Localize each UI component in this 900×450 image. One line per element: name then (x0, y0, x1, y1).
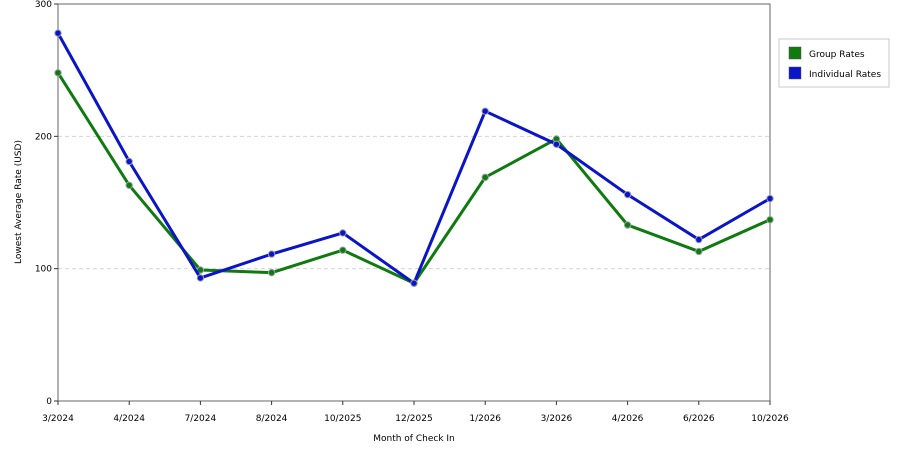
legend-swatch (788, 46, 802, 60)
x-tick-label: 7/2024 (185, 414, 217, 424)
data-point (196, 274, 205, 282)
data-point (267, 250, 276, 258)
data-point (552, 140, 561, 148)
data-point (125, 157, 133, 166)
data-point (695, 247, 703, 256)
series-group-rates (54, 69, 774, 287)
x-tick-label: 3/2024 (42, 414, 74, 424)
x-tick-label: 3/2026 (541, 414, 573, 424)
gridlines (58, 135, 770, 270)
y-tick-label: 100 (35, 265, 52, 275)
axes: 0 100 200 300 3/2024 4/2024 7/2024 8/2024 10/202… (35, 0, 789, 424)
data-point (623, 221, 632, 229)
y-tick-label: 0 (46, 397, 52, 407)
y-tick-label: 300 (35, 0, 52, 10)
data-point (267, 268, 276, 277)
x-tick-label: 8/2024 (256, 414, 288, 424)
data-point (125, 181, 133, 189)
data-point (54, 69, 62, 77)
legend-label: Group Rates (809, 50, 865, 60)
x-tick-label: 10/2025 (324, 414, 361, 424)
legend: Group Rates Individual Rates (778, 38, 890, 88)
series-line (56, 71, 772, 285)
data-point (410, 279, 418, 287)
data-point (339, 229, 347, 237)
x-tick-label: 12/2025 (395, 414, 432, 424)
x-tick-label: 10/2026 (751, 414, 789, 424)
data-point (54, 29, 62, 37)
data-point (695, 235, 703, 244)
y-axis-title: Lowest Average Rate (USD) (14, 140, 24, 264)
x-axis-title: Month of Check In (373, 434, 455, 444)
data-point (481, 173, 489, 182)
x-tick-label: 4/2026 (612, 414, 644, 424)
legend-label: Individual Rates (809, 70, 881, 80)
legend-swatch (788, 66, 802, 80)
series-lines (54, 29, 774, 287)
series-line (56, 31, 772, 285)
data-point (623, 190, 632, 199)
data-point (481, 107, 489, 115)
series-individual-rates (54, 29, 774, 287)
plot-frame (57, 3, 771, 402)
x-tick-label: 4/2024 (113, 414, 145, 424)
data-point (339, 246, 347, 254)
y-tick-label: 200 (35, 132, 52, 142)
x-tick-label: 1/2026 (469, 414, 501, 424)
x-tick-label: 6/2026 (683, 414, 715, 424)
data-point (766, 194, 774, 203)
data-point (766, 216, 774, 224)
